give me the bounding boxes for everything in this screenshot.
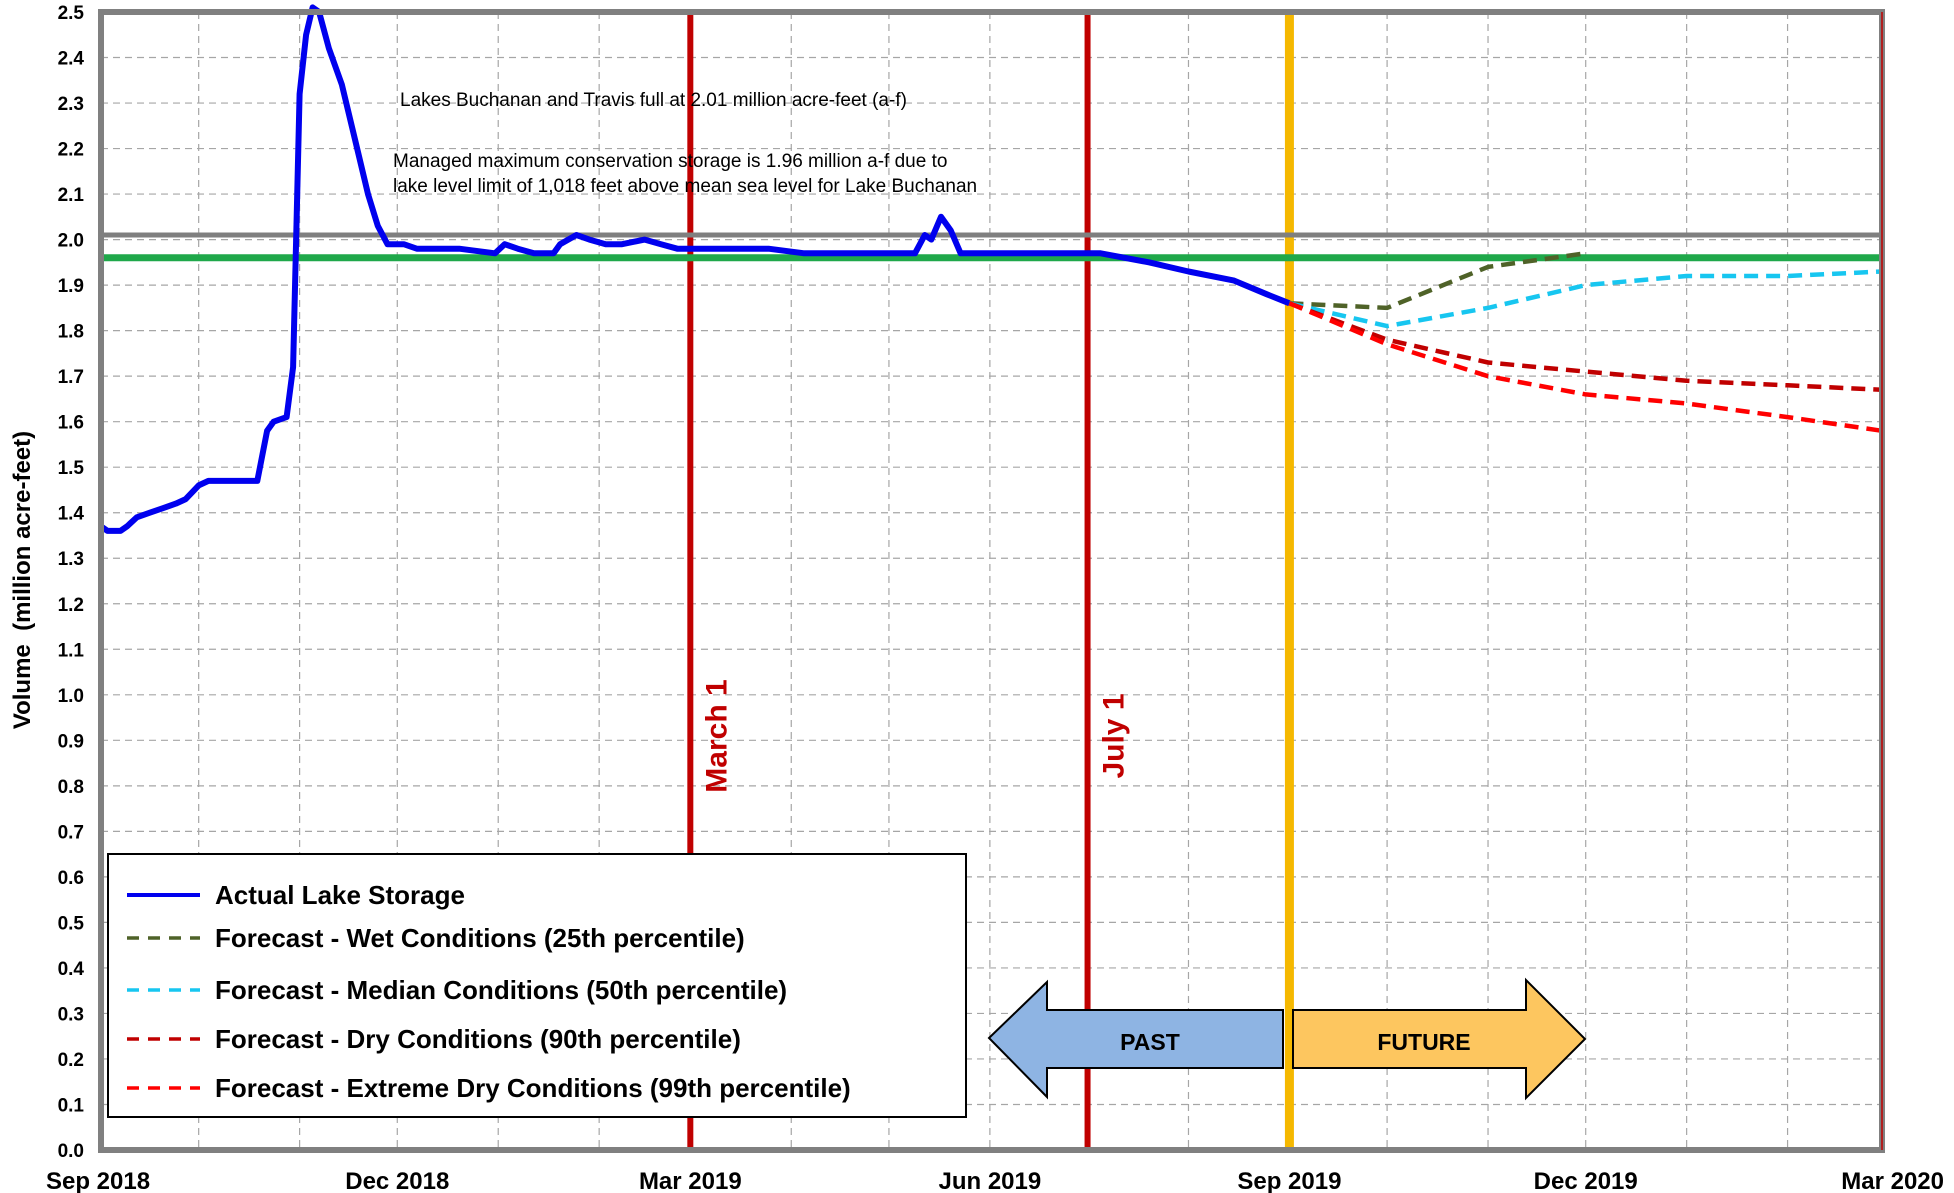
y-tick-label: 0.9 — [58, 731, 84, 752]
vertical-marker-label: July 1 — [1098, 693, 1131, 778]
x-tick-label: Sep 2018 — [46, 1168, 150, 1193]
y-tick-label: 2.2 — [58, 140, 84, 161]
legend: Actual Lake Storage Forecast - Wet Condit… — [107, 853, 967, 1118]
axes: 0.0 0.1 0.2 0.3 0.4 0.5 0.6 0.7 0.8 0.9 1.0 1.1 1.2 1… — [9, 3, 1944, 1193]
legend-label: Forecast - Dry Conditions (90th percenti… — [215, 1024, 741, 1054]
y-tick-label: 0.1 — [58, 1095, 85, 1116]
series-line — [1288, 269, 1883, 329]
conservation-annotation-line1: Managed maximum conservation storage is … — [393, 151, 947, 172]
past-future-arrows: PAST FUTURE — [987, 977, 1587, 1101]
x-tick-label: Mar 2019 — [639, 1168, 742, 1193]
y-tick-label: 1.9 — [58, 276, 84, 297]
y-tick-label: 1.6 — [58, 413, 84, 434]
full-capacity-annotation: Lakes Buchanan and Travis full at 2.01 m… — [400, 90, 907, 111]
conservation-annotation-line2: lake level limit of 1,018 feet above mea… — [393, 176, 977, 197]
y-tick-label: 2.0 — [58, 231, 84, 252]
y-tick-label: 0.5 — [58, 913, 85, 934]
y-tick-label: 0.8 — [58, 777, 84, 798]
legend-label: Actual Lake Storage — [215, 880, 465, 910]
legend-label: Forecast - Wet Conditions (25th percenti… — [215, 923, 745, 953]
y-tick-label: 2.1 — [58, 185, 85, 206]
y-tick-label: 0.0 — [58, 1141, 84, 1162]
series-line — [1288, 301, 1883, 434]
y-axis-label: Volume (million acre-feet) — [9, 431, 36, 729]
future-arrow-label: FUTURE — [1377, 1029, 1470, 1055]
y-tick-label: 2.4 — [58, 49, 85, 70]
series — [99, 4, 1883, 534]
past-arrow-label: PAST — [1120, 1029, 1180, 1055]
series-line — [1289, 251, 1587, 311]
x-tick-label: Dec 2018 — [345, 1168, 449, 1193]
y-tick-label: 1.2 — [58, 595, 84, 616]
series-line — [1288, 301, 1883, 393]
x-tick-label: Sep 2019 — [1237, 1168, 1341, 1193]
past-arrow — [987, 979, 1284, 1100]
y-tick-label: 2.3 — [58, 94, 84, 115]
legend-label: Forecast - Median Conditions (50th perce… — [215, 975, 787, 1005]
y-tick-label: 2.5 — [58, 3, 85, 24]
annotations: Lakes Buchanan and Travis full at 2.01 m… — [393, 90, 977, 197]
legend-label: Forecast - Extreme Dry Conditions (99th … — [215, 1073, 851, 1103]
y-tick-label: 0.4 — [58, 959, 85, 980]
y-tick-label: 1.5 — [58, 458, 85, 479]
x-tick-label: Jun 2019 — [939, 1168, 1042, 1193]
x-tick-label: Dec 2019 — [1534, 1168, 1638, 1193]
legend-box — [107, 853, 967, 1118]
y-tick-label: 1.7 — [58, 367, 84, 388]
reference-lines — [101, 232, 1882, 262]
series-line — [99, 4, 1291, 534]
y-tick-label: 1.1 — [58, 640, 85, 661]
y-tick-label: 0.6 — [58, 868, 84, 889]
y-tick-label: 1.3 — [58, 549, 84, 570]
y-tick-label: 1.8 — [58, 322, 84, 343]
x-tick-label: Mar 2020 — [1841, 1168, 1944, 1193]
y-tick-label: 0.3 — [58, 1004, 84, 1025]
y-tick-label: 1.4 — [58, 504, 85, 525]
vertical-marker-label: March 1 — [700, 679, 733, 792]
vertical-markers: March 1 July 1 — [687, 12, 1294, 1150]
future-arrow — [1292, 977, 1587, 1101]
y-tick-label: 0.2 — [58, 1050, 84, 1071]
y-tick-label: 1.0 — [58, 686, 84, 707]
y-tick-label: 0.7 — [58, 822, 84, 843]
